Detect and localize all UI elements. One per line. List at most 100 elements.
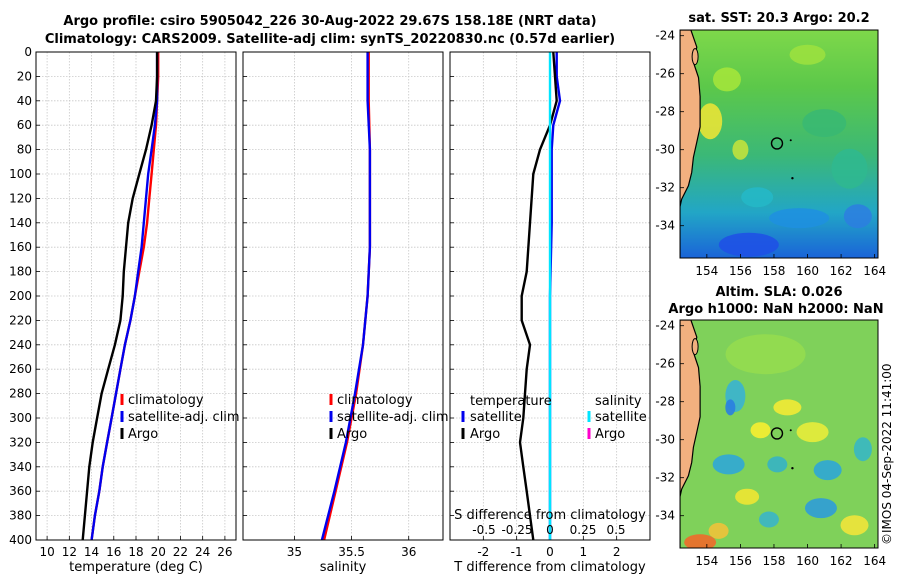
map-y-tick-label: -28 [655, 395, 675, 409]
sla-patch [853, 437, 872, 462]
y-tick-label: 0 [24, 45, 32, 59]
sla-patch [712, 454, 745, 475]
y-tick-label: 60 [17, 118, 32, 132]
legend-label: climatology [128, 393, 204, 408]
legend-label: Argo [128, 427, 158, 442]
x-tick-label: 1 [580, 545, 588, 559]
map-y-tick-label: -32 [655, 471, 675, 485]
map-content [680, 30, 878, 258]
y-tick-label: 40 [17, 94, 32, 108]
sla-patch [725, 334, 806, 375]
map-y-tick-label: -24 [655, 319, 675, 333]
legend-title-salinity: salinity [595, 394, 642, 409]
x-tick-label: 35.5 [338, 545, 365, 559]
sla-patch [725, 399, 736, 416]
series-line-satellite-adj--clim [320, 52, 372, 541]
panel-salinity: 35 35.5 36 salinity climatology satellite-adj… [242, 51, 449, 575]
y-tick-label: 140 [9, 216, 32, 230]
sla-patch [767, 456, 788, 473]
sst-patch [769, 208, 830, 229]
map-frame [679, 319, 879, 549]
island [691, 48, 699, 66]
island [691, 338, 699, 356]
sla-patch [840, 515, 869, 536]
axes-frame [242, 51, 444, 541]
series-line-argo [81, 52, 159, 541]
sla-patch [758, 511, 779, 528]
island-speck [789, 429, 792, 432]
y-tick-label: 280 [9, 387, 32, 401]
map-sla: 154 156 158 160 162 164 -24 -26 -28 -30 -32 -34 Alti… [655, 285, 886, 568]
map-sst: 154 156 158 160 162 164 -24 -26 -28 -30 -32 -34 sat.… [655, 11, 886, 278]
x-tick-label: 24 [195, 545, 210, 559]
sla-patch [773, 399, 802, 416]
map-x-tick-label: 160 [796, 554, 819, 568]
argo-position-marker [770, 137, 784, 150]
legend-label: satellite-adj. clim [337, 410, 449, 425]
sla-patch [750, 422, 771, 439]
y-tick-label: 240 [9, 338, 32, 352]
map-x-tick-label: 162 [830, 264, 853, 278]
sla-patch [735, 488, 760, 505]
sst-patch [789, 44, 826, 65]
sla-patch [684, 534, 717, 548]
axes-frame [449, 51, 651, 541]
figure-title-line1: Argo profile: csiro 5905042_226 30-Aug-2… [63, 14, 597, 29]
x-tick-label: 16 [106, 545, 121, 559]
y-tick-label: 200 [9, 289, 32, 303]
y-tick-label: 360 [9, 484, 32, 498]
x-axis-label: temperature (deg C) [69, 560, 203, 575]
map-y-tick-label: -26 [655, 357, 675, 371]
island-speck [791, 467, 794, 470]
map-x-tick-label: 160 [796, 264, 819, 278]
y-tick-label: 80 [17, 143, 32, 157]
map-frame [679, 29, 879, 259]
x-tick-label: -1 [511, 545, 523, 559]
map-y-tick-label: -34 [655, 219, 675, 233]
map-x-tick-label: 158 [763, 554, 786, 568]
legend-label: climatology [337, 393, 413, 408]
figure-title-line2: Climatology: CARS2009. Satellite-adj cli… [44, 32, 616, 47]
sst-patch [718, 232, 779, 257]
map-title: Altim. SLA: 0.026 [716, 285, 843, 300]
x-tick-label: 36 [401, 545, 416, 559]
map-x-tick-label: 154 [695, 264, 718, 278]
legend-label: Argo [470, 427, 500, 442]
map-content [680, 320, 878, 548]
salinity-diff-tick-label: 0.5 [606, 523, 625, 537]
map-x-tick-label: 162 [830, 554, 853, 568]
x-tick-label: -2 [477, 545, 489, 559]
salinity-diff-tick-label: 0 [546, 523, 554, 537]
sla-patch [708, 522, 729, 539]
map-x-tick-label: 154 [695, 554, 718, 568]
y-tick-label: 260 [9, 362, 32, 376]
sst-patch [802, 109, 847, 138]
sla-patch [796, 422, 829, 443]
x-tick-label: 22 [173, 545, 188, 559]
legend-label: satellite [470, 410, 522, 425]
y-tick-label: 380 [9, 509, 32, 523]
sst-patch [831, 148, 868, 189]
y-tick-label: 300 [9, 411, 32, 425]
argo-position-marker [770, 427, 784, 440]
series-line-satellite-adj--clim [90, 52, 159, 541]
sst-patch [843, 204, 872, 229]
salinity-diff-axis-label: S difference from climatology [454, 508, 646, 523]
map-x-tick-label: 158 [763, 264, 786, 278]
x-tick-label: 26 [217, 545, 232, 559]
x-tick-label: 2 [613, 545, 621, 559]
y-tick-label: 220 [9, 313, 32, 327]
map-x-tick-label: 164 [863, 554, 886, 568]
y-tick-label: 100 [9, 167, 32, 181]
map-y-tick-label: -30 [655, 143, 675, 157]
salinity-diff-tick-label: 0.25 [570, 523, 597, 537]
map-panels: 154 156 158 160 162 164 -24 -26 -28 -30 -32 -34 sat.… [655, 11, 886, 568]
x-tick-label: 14 [84, 545, 99, 559]
sst-patch [732, 139, 749, 160]
y-tick-label: 20 [17, 69, 32, 83]
sst-patch [741, 187, 774, 208]
y-tick-label: 160 [9, 240, 32, 254]
profile-panels: 10 12 14 16 18 20 22 24 260204060801001201401601… [9, 45, 651, 575]
x-tick-label: 10 [39, 545, 54, 559]
